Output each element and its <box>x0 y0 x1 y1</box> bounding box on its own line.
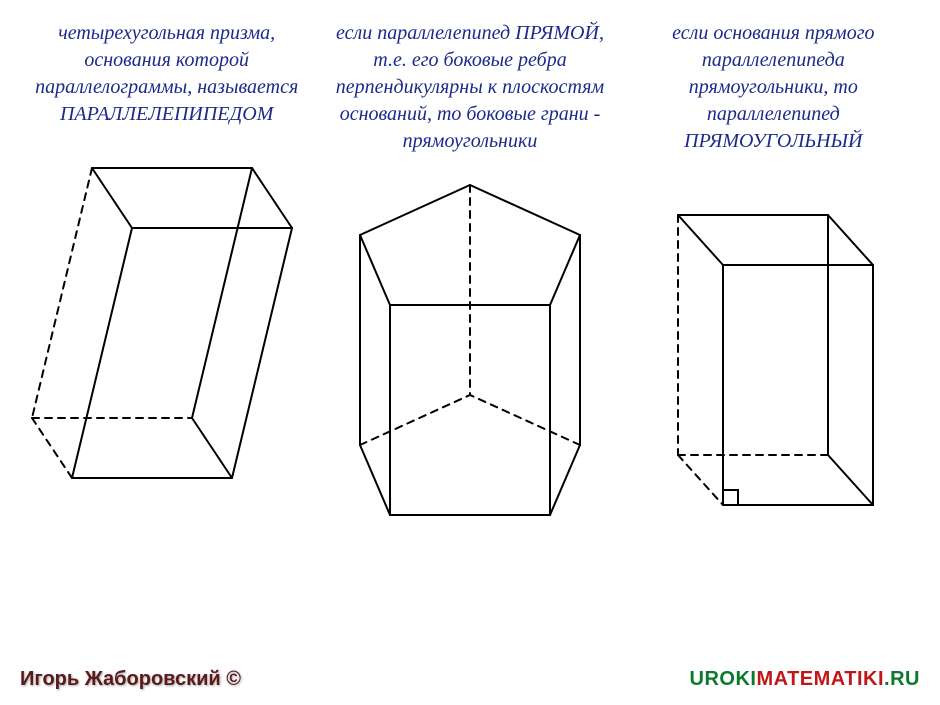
site-part: UROKI <box>690 668 757 690</box>
column-right: если основания прямого параллелепипеда п… <box>627 20 920 525</box>
caption-right: если основания прямого параллелепипеда п… <box>627 20 920 155</box>
diagram-right <box>628 165 918 525</box>
caption-left: четырехугольная призма, основания которо… <box>20 20 313 128</box>
caption-center: если параллелепипед ПРЯМОЙ, т.е. его бок… <box>323 20 616 155</box>
columns-container: четырехугольная призма, основания которо… <box>0 0 940 525</box>
diagram-center <box>325 165 615 525</box>
footer: Игорь Жаборовский © UROKIMATEMATIKI.RU <box>0 668 940 691</box>
site-part: MATEMATIKI <box>756 668 884 690</box>
author-credit: Игорь Жаборовский © <box>20 668 241 691</box>
diagram-left <box>22 138 312 498</box>
column-left: четырехугольная призма, основания которо… <box>20 20 313 525</box>
column-center: если параллелепипед ПРЯМОЙ, т.е. его бок… <box>323 20 616 525</box>
site-part: .RU <box>884 668 920 690</box>
site-link: UROKIMATEMATIKI.RU <box>690 668 920 691</box>
